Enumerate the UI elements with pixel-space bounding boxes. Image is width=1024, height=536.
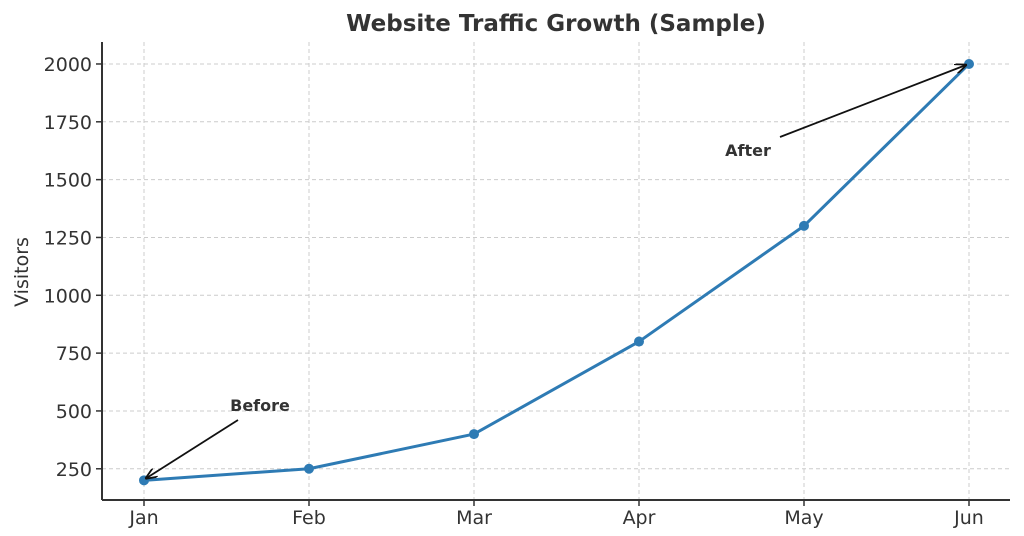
data-point [469, 429, 479, 440]
series-line [143, 62, 971, 482]
data-point [799, 220, 809, 231]
series [139, 58, 974, 486]
annotations: Before After [146, 65, 966, 478]
y-axis-label: Visitors [11, 237, 33, 307]
y-tick-label: 2000 [44, 54, 92, 76]
data-point [304, 463, 314, 474]
y-tick-label: 750 [56, 343, 92, 365]
grid [102, 42, 1010, 500]
ticks: 250 500 750 1000 1250 1500 1750 2000 Jan Feb Mar Ap… [44, 54, 984, 529]
y-tick-label: 250 [56, 459, 92, 481]
axes [101, 42, 1010, 501]
x-tick-label: Mar [456, 507, 492, 529]
data-point [964, 58, 974, 69]
data-point [634, 336, 644, 347]
x-tick-label: Feb [292, 507, 326, 529]
y-tick-label: 1500 [44, 170, 92, 192]
x-tick-label: Jun [953, 507, 984, 529]
y-tick-label: 1000 [44, 285, 92, 307]
annotation-after-label: After [725, 141, 771, 160]
annotation-before-label: Before [230, 396, 290, 415]
y-tick-label: 1750 [44, 112, 92, 134]
annotation-arrow [146, 419, 239, 478]
x-tick-label: May [784, 507, 823, 529]
annotation-arrow [779, 65, 966, 138]
chart-title: Website Traffic Growth (Sample) [346, 11, 766, 37]
x-tick-label: Apr [623, 507, 656, 529]
y-tick-label: 1250 [44, 227, 92, 249]
x-tick-label: Jan [128, 507, 158, 529]
y-tick-label: 500 [56, 401, 92, 423]
